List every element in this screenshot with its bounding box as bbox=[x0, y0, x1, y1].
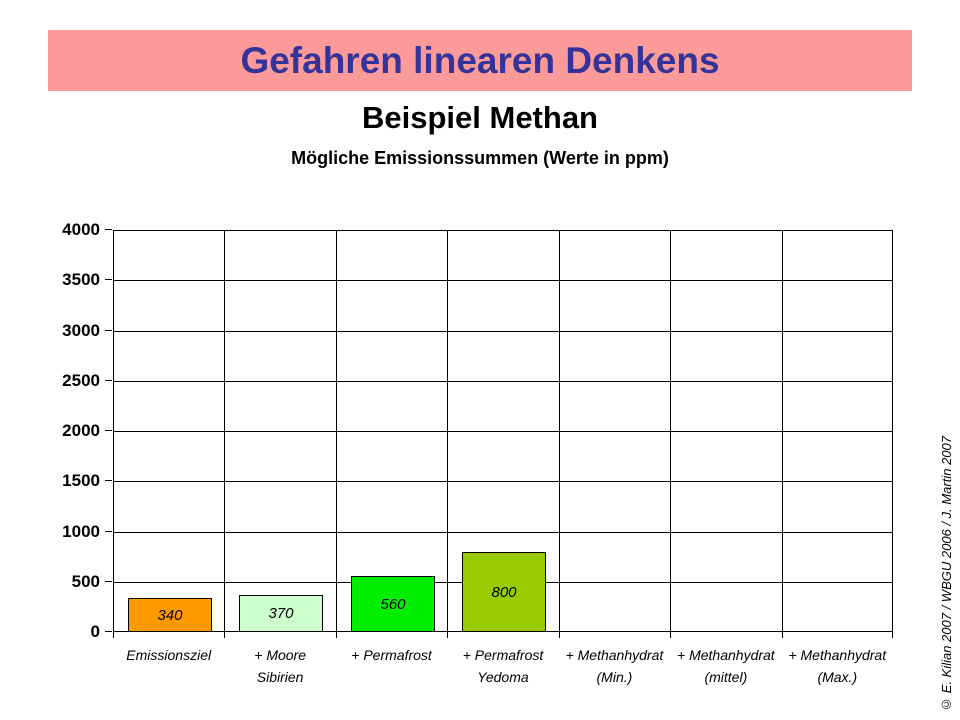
bar-value-label: 370 bbox=[268, 605, 294, 622]
bar-value-label: 340 bbox=[157, 606, 183, 624]
y-axis-label: 3000 bbox=[62, 320, 100, 340]
x-axis-tick bbox=[447, 632, 448, 638]
gridline-v bbox=[670, 231, 672, 631]
gridline-v bbox=[224, 231, 226, 631]
y-axis-label: 2000 bbox=[62, 421, 100, 440]
x-axis-tick bbox=[113, 632, 114, 638]
x-axis-label: + Moore Sibirien bbox=[254, 647, 306, 685]
y-axis-tick bbox=[105, 480, 112, 482]
gridline-v bbox=[781, 231, 783, 631]
slide-subtitle: Beispiel Methan bbox=[362, 100, 598, 135]
y-axis-tick bbox=[105, 229, 112, 230]
y-axis-tick bbox=[105, 430, 112, 431]
y-axis-tick bbox=[105, 379, 112, 381]
x-axis-tick bbox=[782, 632, 783, 638]
bar-value-label: 560 bbox=[380, 595, 406, 613]
y-axis-label: 1000 bbox=[62, 521, 100, 541]
title-banner: Gefahren linearen Denkens bbox=[48, 30, 912, 91]
gridline-h bbox=[114, 280, 892, 282]
x-axis-label: Emissionsziel bbox=[126, 647, 212, 663]
y-axis-label: 0 bbox=[90, 622, 100, 641]
plot-area: 340 370 560 800 bbox=[113, 230, 893, 632]
y-axis-label: 1500 bbox=[62, 471, 100, 491]
credit-vertical-text: © E. Kilian 2007 / WBGU 2006 / J. Martin… bbox=[939, 436, 954, 712]
gridline-h bbox=[114, 330, 892, 332]
y-axis-tick bbox=[105, 329, 112, 331]
y-axis-label: 500 bbox=[71, 571, 100, 591]
chart-title: Mögliche Emissionssummen (Werte in ppm) bbox=[291, 148, 669, 168]
x-axis-tick bbox=[559, 632, 560, 638]
x-axis-label: + Permafrost Yedoma bbox=[462, 647, 544, 685]
x-axis-tick bbox=[670, 632, 671, 638]
x-axis-label: + Methanhydrat (mittel) bbox=[677, 647, 775, 685]
y-axis-label: 4000 bbox=[62, 220, 100, 239]
gridline-v bbox=[335, 231, 337, 631]
bar-0: 340 bbox=[128, 598, 212, 632]
x-axis-label: + Permafrost bbox=[351, 647, 432, 663]
y-axis-label: 3500 bbox=[62, 270, 100, 290]
gridline-h bbox=[114, 531, 892, 533]
gridline-h bbox=[114, 380, 892, 382]
y-axis-tick bbox=[105, 530, 112, 532]
x-axis-tick bbox=[892, 632, 893, 638]
gridline-h bbox=[114, 431, 892, 432]
y-axis-tick bbox=[105, 279, 112, 281]
bar-1: 370 bbox=[239, 595, 323, 632]
slide-title: Gefahren linearen Denkens bbox=[240, 39, 720, 81]
bar-value-label: 800 bbox=[491, 583, 517, 601]
gridline-h bbox=[114, 481, 892, 483]
x-axis-tick bbox=[224, 632, 225, 638]
x-axis-label: + Methanhydrat (Max.) bbox=[788, 647, 887, 685]
bar-3: 800 bbox=[462, 552, 546, 632]
y-axis-label: 2500 bbox=[62, 370, 100, 390]
gridline-v bbox=[447, 231, 449, 631]
gridline-v bbox=[558, 231, 560, 631]
y-axis-tick bbox=[105, 580, 112, 582]
bar-2: 560 bbox=[351, 576, 435, 632]
x-axis-label: + Methanhydrat (Min.) bbox=[565, 647, 664, 685]
y-axis-tick bbox=[105, 631, 112, 632]
x-axis-tick bbox=[336, 632, 337, 638]
